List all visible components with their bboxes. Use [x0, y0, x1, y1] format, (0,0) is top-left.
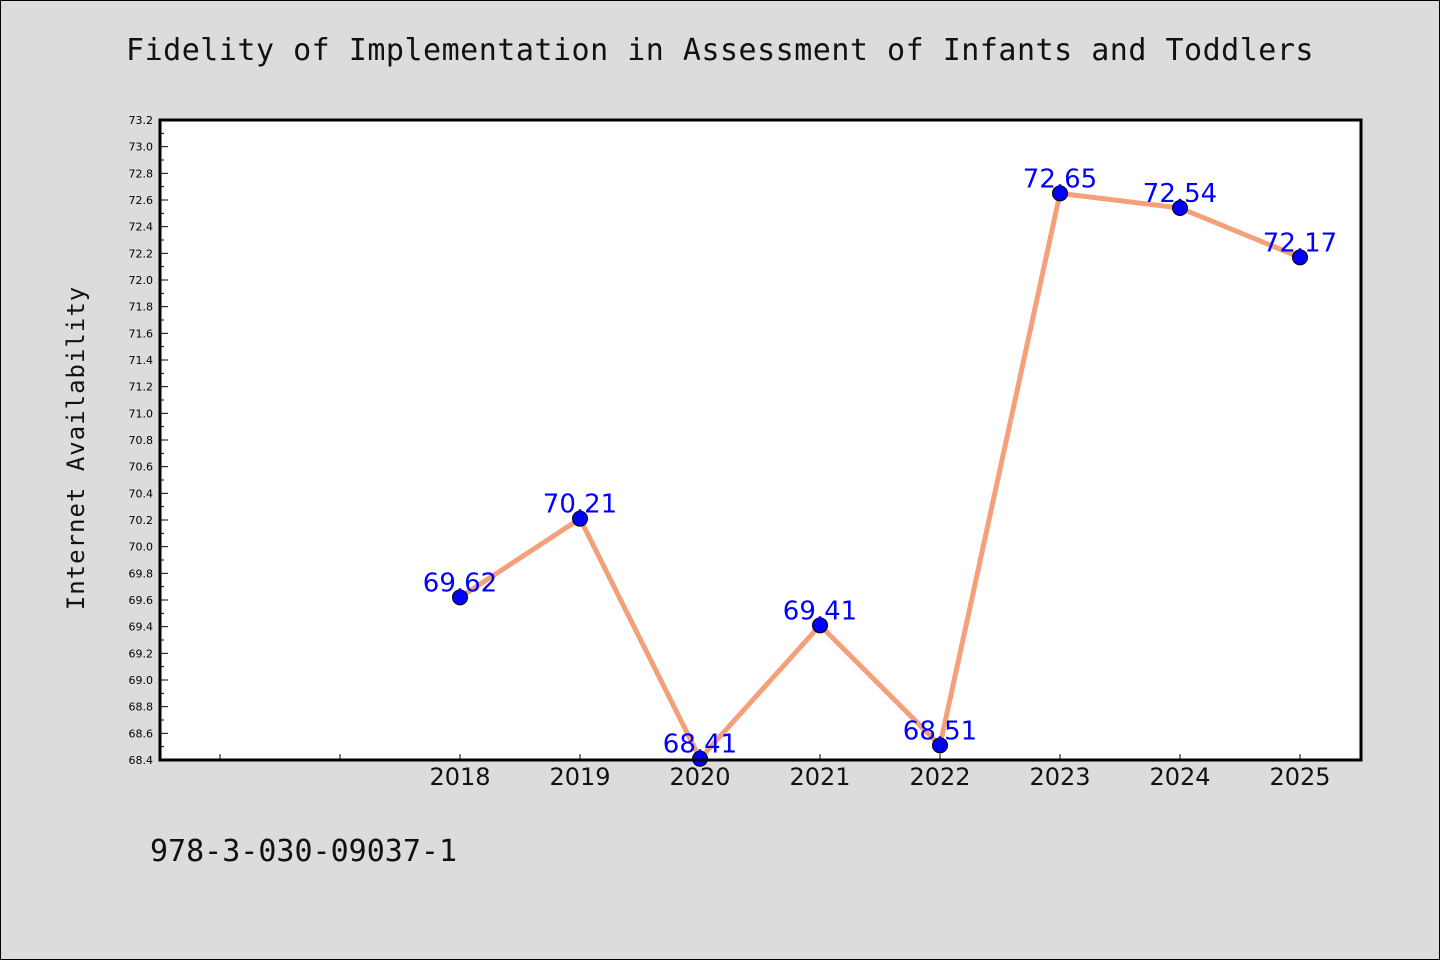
data-point	[1172, 200, 1188, 216]
x-tick-label: 2023	[1029, 763, 1090, 791]
data-label: 72.65	[1023, 164, 1097, 194]
y-tick-label: 72.8	[129, 167, 154, 180]
y-tick-label: 72.2	[129, 247, 154, 260]
data-label: 70.21	[543, 490, 617, 520]
axis-ticks: 68.4 68.6 68.8 69.0 69.2 69.4 69.6 69.8 70.0 70.2…	[129, 114, 1331, 791]
x-tick-label: 2020	[669, 763, 730, 791]
y-tick-label: 73.2	[129, 114, 154, 127]
y-tick-label: 73.0	[129, 141, 154, 154]
data-label: 68.41	[663, 730, 737, 760]
x-tick-label: 2019	[549, 763, 610, 791]
y-tick-label: 69.2	[129, 647, 154, 660]
plot-area	[160, 120, 1361, 760]
x-tick-label: 2024	[1149, 763, 1210, 791]
y-tick-label: 70.8	[129, 434, 154, 447]
y-tick-label: 71.4	[129, 354, 154, 367]
data-label: 69.62	[423, 568, 497, 598]
series-layer: 69.62 70.21 68.41 69.41 68.51 72.65 72.54 72.17	[423, 164, 1337, 767]
isbn-text: 978-3-030-09037-1	[150, 834, 458, 869]
data-label: 69.41	[783, 596, 857, 626]
plot-border	[158, 118, 1363, 762]
y-tick-label: 69.0	[129, 674, 154, 687]
data-label: 72.54	[1143, 179, 1217, 209]
x-tick-label: 2025	[1269, 763, 1330, 791]
y-tick-label: 71.0	[129, 407, 154, 420]
y-tick-label: 71.6	[129, 327, 154, 340]
y-tick-label: 68.6	[129, 727, 154, 740]
data-point	[572, 510, 588, 527]
y-tick-label: 72.6	[129, 194, 154, 207]
x-tick-label: 2018	[429, 763, 490, 791]
y-tick-label: 68.4	[129, 754, 154, 767]
y-tick-label: 70.2	[129, 514, 154, 527]
x-tick-label: 2022	[909, 763, 970, 791]
y-tick-label: 72.0	[129, 274, 154, 287]
y-tick-label: 70.0	[129, 541, 154, 554]
y-tick-label: 69.4	[129, 621, 154, 634]
series-line	[457, 190, 1303, 762]
y-tick-label: 71.8	[129, 301, 154, 314]
data-point	[1292, 249, 1308, 266]
data-point	[1052, 185, 1068, 202]
y-tick-label: 68.8	[129, 701, 154, 714]
x-tick-label: 2021	[789, 763, 850, 791]
y-tick-label: 72.4	[129, 221, 154, 234]
y-tick-label: 70.4	[129, 487, 154, 500]
y-tick-label: 70.6	[129, 461, 154, 474]
data-label: 68.51	[903, 716, 977, 746]
data-point	[812, 617, 828, 634]
data-point	[932, 737, 948, 754]
data-label: 72.17	[1263, 228, 1337, 258]
data-point	[452, 589, 468, 606]
y-tick-label: 71.2	[129, 381, 154, 394]
chart-title: Fidelity of Implementation in Assessment…	[126, 33, 1314, 68]
y-tick-label: 69.8	[129, 567, 154, 580]
y-tick-label: 69.6	[129, 594, 154, 607]
